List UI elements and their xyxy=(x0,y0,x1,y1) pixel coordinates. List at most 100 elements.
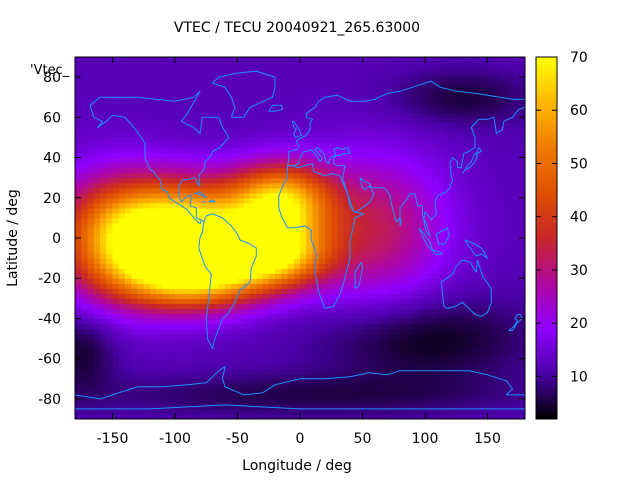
heatmap-cell xyxy=(156,368,164,375)
heatmap-cell xyxy=(131,187,139,194)
heatmap-cell xyxy=(481,248,489,254)
heatmap-cell xyxy=(500,192,507,199)
heatmap-cell xyxy=(312,72,320,78)
heatmap-cell xyxy=(518,363,525,370)
heatmap-cell xyxy=(325,132,332,139)
heatmap-cell xyxy=(106,273,114,279)
heatmap-cell xyxy=(200,177,207,184)
heatmap-cell xyxy=(375,132,382,139)
heatmap-cell xyxy=(318,343,326,350)
heatmap-cell xyxy=(368,192,376,199)
heatmap-cell xyxy=(250,393,257,400)
heatmap-cell xyxy=(75,333,82,340)
heatmap-cell xyxy=(281,253,289,259)
heatmap-cell xyxy=(368,308,376,315)
heatmap-cell xyxy=(300,263,307,269)
heatmap-cell xyxy=(212,112,220,118)
heatmap-cell xyxy=(406,157,414,164)
heatmap-cell xyxy=(193,308,201,315)
heatmap-cell xyxy=(256,222,264,229)
heatmap-cell xyxy=(287,182,295,189)
heatmap-cell xyxy=(187,212,195,219)
heatmap-cell xyxy=(281,87,289,93)
heatmap-cell xyxy=(462,298,470,304)
heatmap-cell xyxy=(343,232,351,239)
heatmap-cell xyxy=(268,353,276,360)
heatmap-cell xyxy=(262,323,270,330)
heatmap-cell xyxy=(168,187,176,194)
heatmap-cell xyxy=(100,127,107,134)
heatmap-cell xyxy=(325,192,332,199)
heatmap-cell xyxy=(100,222,107,229)
heatmap-cell xyxy=(431,192,439,199)
heatmap-cell xyxy=(318,368,326,375)
heatmap-cell xyxy=(450,197,457,204)
heatmap-cell xyxy=(168,303,176,309)
heatmap-cell xyxy=(293,328,301,335)
heatmap-cell xyxy=(125,87,132,93)
heatmap-cell xyxy=(262,207,270,214)
heatmap-cell xyxy=(218,132,226,139)
heatmap-cell xyxy=(243,288,251,294)
heatmap-cell xyxy=(256,107,264,113)
heatmap-cell xyxy=(512,77,520,83)
heatmap-cell xyxy=(325,177,332,184)
heatmap-cell xyxy=(343,87,351,93)
heatmap-cell xyxy=(287,127,295,134)
heatmap-cell xyxy=(350,177,357,184)
heatmap-cell xyxy=(81,368,89,375)
heatmap-cell xyxy=(468,348,476,355)
heatmap-cell xyxy=(250,398,257,405)
heatmap-cell xyxy=(243,348,251,355)
heatmap-cell xyxy=(343,328,351,335)
heatmap-cell xyxy=(168,137,176,144)
heatmap-cell xyxy=(168,343,176,350)
heatmap-cell xyxy=(162,258,170,264)
heatmap-cell xyxy=(412,187,420,194)
heatmap-cell xyxy=(393,253,401,259)
heatmap-cell xyxy=(231,212,239,219)
heatmap-cell xyxy=(387,258,395,264)
heatmap-cell xyxy=(137,368,145,375)
heatmap-cell xyxy=(268,97,276,103)
heatmap-cell xyxy=(212,408,220,415)
heatmap-cell xyxy=(281,318,289,325)
heatmap-cell xyxy=(212,258,220,264)
heatmap-cell xyxy=(500,253,507,259)
heatmap-cell xyxy=(487,268,495,274)
heatmap-cell xyxy=(412,232,420,239)
heatmap-cell xyxy=(81,388,89,395)
heatmap-cell xyxy=(125,398,132,405)
heatmap-cell xyxy=(400,288,407,294)
heatmap-cell xyxy=(350,97,357,103)
heatmap-cell xyxy=(443,87,451,93)
heatmap-cell xyxy=(450,293,457,299)
heatmap-cell xyxy=(268,87,276,93)
heatmap-cell xyxy=(162,318,170,325)
heatmap-cell xyxy=(162,152,170,159)
heatmap-cell xyxy=(150,298,157,304)
heatmap-cell xyxy=(431,378,439,385)
heatmap-cell xyxy=(125,303,132,309)
heatmap-cell xyxy=(343,172,351,179)
heatmap-cell xyxy=(200,248,207,254)
heatmap-cell xyxy=(175,162,182,169)
heatmap-cell xyxy=(268,107,276,113)
heatmap-cell xyxy=(243,147,251,154)
heatmap-cell xyxy=(475,383,482,390)
heatmap-cell xyxy=(100,248,107,254)
heatmap-cell xyxy=(337,413,345,419)
heatmap-cell xyxy=(475,137,482,144)
heatmap-cell xyxy=(87,373,95,380)
heatmap-cell xyxy=(456,363,464,370)
heatmap-cell xyxy=(437,378,445,385)
heatmap-cell xyxy=(193,383,201,390)
heatmap-cell xyxy=(137,107,145,113)
heatmap-cell xyxy=(356,258,364,264)
heatmap-cell xyxy=(150,197,157,204)
heatmap-cell xyxy=(425,217,432,224)
heatmap-cell xyxy=(243,263,251,269)
heatmap-cell xyxy=(150,268,157,274)
heatmap-cell xyxy=(193,67,201,73)
heatmap-cell xyxy=(481,147,489,154)
